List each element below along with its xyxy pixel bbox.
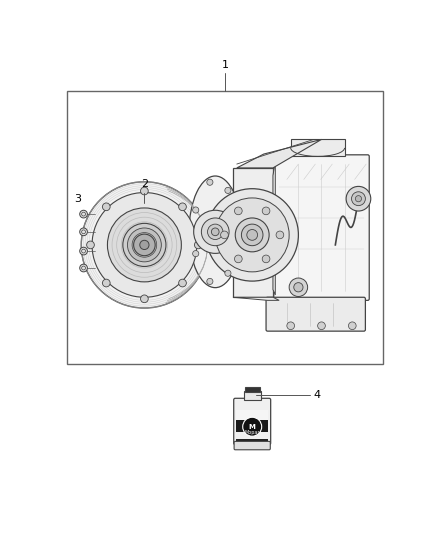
FancyBboxPatch shape <box>274 155 369 301</box>
Circle shape <box>141 295 148 303</box>
Text: Mopar: Mopar <box>244 430 260 435</box>
Circle shape <box>80 264 88 272</box>
Circle shape <box>127 228 161 262</box>
Text: 4: 4 <box>313 390 320 400</box>
Circle shape <box>179 279 186 287</box>
Circle shape <box>87 241 94 249</box>
Circle shape <box>243 417 261 436</box>
Circle shape <box>349 322 356 329</box>
Circle shape <box>102 279 110 287</box>
Circle shape <box>318 322 325 329</box>
Circle shape <box>207 278 213 285</box>
Circle shape <box>346 187 371 211</box>
Circle shape <box>80 228 88 236</box>
Text: M: M <box>249 424 256 430</box>
Circle shape <box>287 322 294 329</box>
Circle shape <box>179 203 186 211</box>
Polygon shape <box>237 140 321 168</box>
Text: 1: 1 <box>222 60 229 70</box>
FancyBboxPatch shape <box>266 297 365 331</box>
Circle shape <box>80 247 88 255</box>
Circle shape <box>234 255 242 263</box>
Circle shape <box>194 210 237 253</box>
Bar <box>245 386 260 392</box>
Circle shape <box>247 230 258 240</box>
Bar <box>236 410 268 420</box>
Circle shape <box>206 189 298 281</box>
Circle shape <box>235 218 269 252</box>
Circle shape <box>262 255 270 263</box>
Bar <box>236 419 268 432</box>
Circle shape <box>194 241 202 249</box>
Circle shape <box>193 207 199 213</box>
Circle shape <box>193 251 199 257</box>
Bar <box>236 439 268 443</box>
Circle shape <box>225 270 231 276</box>
Circle shape <box>132 232 157 257</box>
Circle shape <box>123 223 166 266</box>
Circle shape <box>352 192 365 206</box>
Polygon shape <box>273 160 276 295</box>
Text: 2: 2 <box>141 180 148 189</box>
Circle shape <box>141 187 148 195</box>
Circle shape <box>80 210 88 218</box>
FancyBboxPatch shape <box>234 441 270 450</box>
Circle shape <box>289 278 307 296</box>
Circle shape <box>208 224 223 239</box>
Circle shape <box>92 192 197 297</box>
Circle shape <box>355 196 361 202</box>
Circle shape <box>140 240 149 249</box>
Circle shape <box>294 282 303 292</box>
Circle shape <box>241 224 263 246</box>
FancyBboxPatch shape <box>234 398 271 445</box>
Circle shape <box>215 198 289 272</box>
Ellipse shape <box>189 176 241 288</box>
Bar <box>244 391 261 400</box>
Circle shape <box>102 203 110 211</box>
Circle shape <box>262 207 270 215</box>
Bar <box>233 168 273 297</box>
Circle shape <box>234 207 242 215</box>
Circle shape <box>212 228 219 236</box>
Circle shape <box>107 208 181 282</box>
Circle shape <box>207 179 213 185</box>
Text: 3: 3 <box>74 193 81 204</box>
Polygon shape <box>291 140 345 156</box>
Circle shape <box>201 218 229 246</box>
Circle shape <box>276 231 284 239</box>
Polygon shape <box>233 297 279 301</box>
Circle shape <box>81 182 208 308</box>
Circle shape <box>225 187 231 193</box>
Circle shape <box>221 231 228 239</box>
Bar <box>67 91 383 364</box>
Circle shape <box>134 234 155 256</box>
